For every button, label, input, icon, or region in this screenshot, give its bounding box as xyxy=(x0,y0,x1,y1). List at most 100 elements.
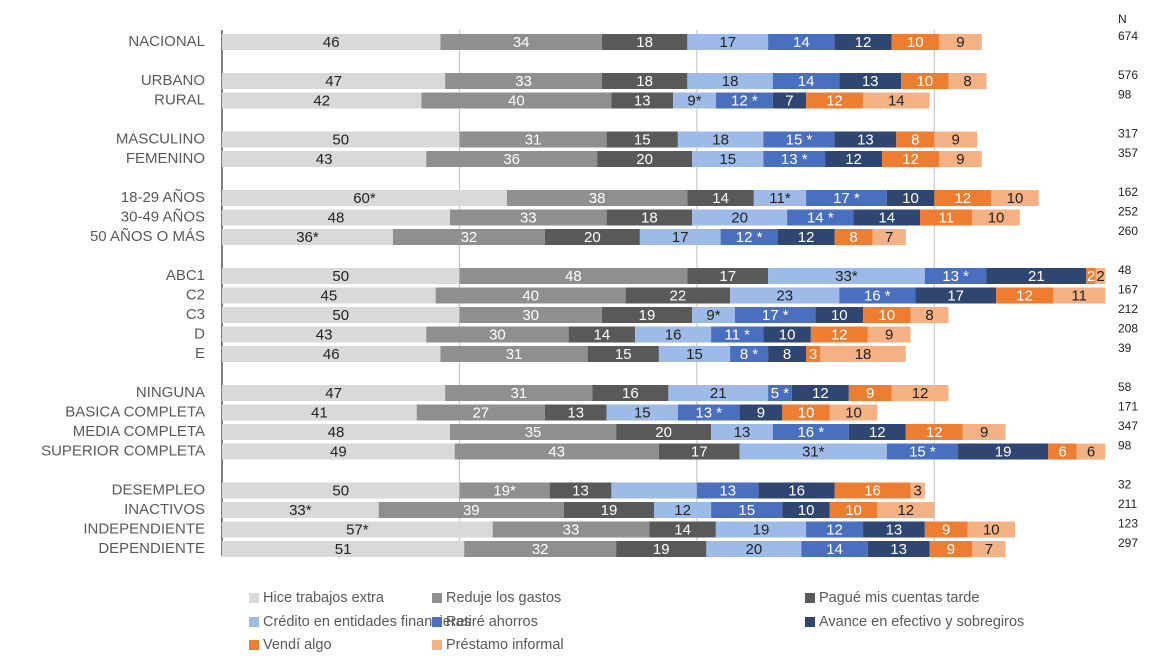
bar-segment xyxy=(763,151,826,167)
data-label: 6 xyxy=(1058,443,1066,460)
data-label: 9 xyxy=(757,404,765,421)
n-label: 123 xyxy=(1118,517,1138,531)
bar-segment xyxy=(459,268,688,284)
bar-segment xyxy=(222,502,379,518)
bar-segment xyxy=(730,287,840,304)
bar-segment xyxy=(454,443,659,460)
data-label: 18 xyxy=(855,346,872,363)
data-label: 48 xyxy=(328,424,345,441)
data-label: 12 xyxy=(798,229,815,246)
bar-segment xyxy=(616,541,707,557)
bar-segment xyxy=(806,346,821,362)
bar-segment xyxy=(806,92,864,109)
data-label: 13 xyxy=(572,482,589,499)
category-label: 50 AÑOS O MÁS xyxy=(90,228,205,245)
data-label: 13 * xyxy=(781,151,808,168)
bar-segment xyxy=(863,307,911,323)
n-label: 98 xyxy=(1118,439,1132,453)
bar-segment xyxy=(459,482,550,499)
data-label: 8 xyxy=(963,73,971,90)
n-label: 32 xyxy=(1118,478,1132,492)
legend-label: Avance en efectivo y sobregiros xyxy=(819,614,1024,630)
bar-segment xyxy=(222,268,460,284)
data-label: 60* xyxy=(353,190,376,207)
bar-segment xyxy=(863,92,930,109)
data-label: 19 xyxy=(995,443,1012,460)
data-label: 13 xyxy=(734,424,751,441)
data-label: 9 xyxy=(947,541,955,558)
bar-segment xyxy=(886,443,959,460)
bar-segment xyxy=(464,541,617,557)
data-label: 50 xyxy=(332,482,349,499)
bar-segment xyxy=(829,404,878,421)
bar-segment xyxy=(426,151,598,167)
bar-segment xyxy=(958,443,1049,460)
bar-segment xyxy=(392,229,545,245)
bar-segment xyxy=(544,404,607,421)
bar-segment xyxy=(711,326,764,343)
data-label: 12 xyxy=(812,385,829,402)
data-label: 10 xyxy=(983,521,1000,538)
data-label: 33 xyxy=(563,521,580,538)
data-label: 5 * xyxy=(771,385,790,402)
category-label: DESEMPLEO xyxy=(112,481,205,498)
bar-segment xyxy=(668,385,769,401)
bar-segment xyxy=(692,151,764,167)
legend-label: Crédito en entidades financieras xyxy=(263,614,471,630)
bar-segment xyxy=(222,131,460,148)
data-label: 43 xyxy=(316,326,333,343)
bar-segment xyxy=(677,404,740,421)
bar-segment xyxy=(222,326,427,343)
bar-segment xyxy=(625,287,731,304)
category-label: SUPERIOR COMPLETA xyxy=(41,442,205,459)
category-label: INACTIVOS xyxy=(124,501,205,518)
data-label: 7 xyxy=(785,92,793,109)
category-label: D xyxy=(194,325,205,342)
bar-segment xyxy=(563,502,655,518)
bar-segment xyxy=(601,34,688,50)
bar-segment xyxy=(606,209,693,226)
data-label: 48 xyxy=(565,268,582,285)
data-label: 9 xyxy=(956,151,964,168)
bar-segment xyxy=(222,424,450,440)
data-label: 27 xyxy=(472,404,489,421)
data-label: 13 xyxy=(567,404,584,421)
data-label: 36 xyxy=(503,151,520,168)
data-label: 13 xyxy=(634,92,651,109)
bar-segment xyxy=(222,73,446,89)
data-label: 12 xyxy=(826,92,843,109)
bar-segment xyxy=(739,404,783,421)
bar-segment xyxy=(611,482,697,499)
bar-segment xyxy=(606,131,678,148)
bar-segment xyxy=(222,385,446,401)
bar-segment xyxy=(948,73,987,89)
bar-segment xyxy=(734,307,816,323)
data-label: 33* xyxy=(289,502,312,519)
data-label: 13 xyxy=(886,521,903,538)
data-label: 10 xyxy=(831,307,848,324)
data-label: 31 xyxy=(510,385,527,402)
bar-segment xyxy=(772,73,840,89)
bar-segment xyxy=(782,404,830,421)
bar-segment xyxy=(706,541,802,557)
data-label: 12 * xyxy=(736,229,763,246)
data-label: 43 xyxy=(548,443,565,460)
data-label: 39 xyxy=(463,502,480,519)
bar-segment xyxy=(449,424,617,440)
bar-segment xyxy=(739,443,887,460)
data-label: 9* xyxy=(687,92,701,109)
bar-segment xyxy=(934,190,992,206)
data-label: 15 xyxy=(686,346,703,363)
data-label: 8 xyxy=(911,131,919,148)
data-label: 9 xyxy=(980,424,988,441)
legend-label: Pagué mis cuentas tarde xyxy=(819,590,979,606)
data-label: 7 xyxy=(885,229,893,246)
bar-segment xyxy=(768,268,925,284)
data-label: 12 * xyxy=(731,92,758,109)
bar-segment xyxy=(687,34,769,50)
bar-segment xyxy=(772,92,807,109)
data-label: 12 xyxy=(912,385,929,402)
n-label: 674 xyxy=(1118,29,1138,43)
bar-segment xyxy=(222,346,441,362)
data-label: 12 xyxy=(926,424,943,441)
